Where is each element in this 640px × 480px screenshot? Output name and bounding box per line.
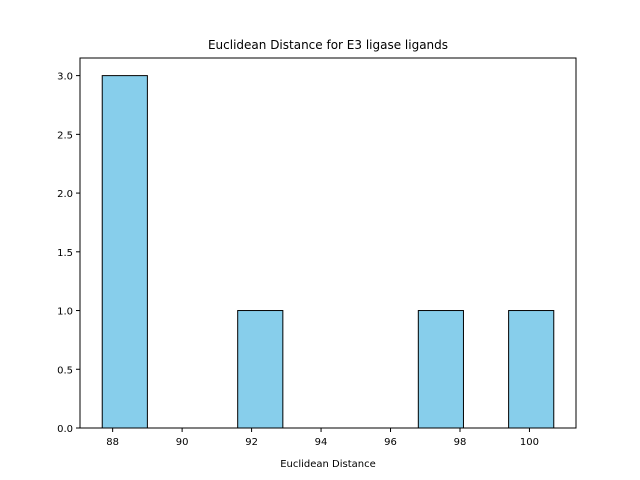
histogram-bar-0 (101, 75, 148, 429)
x-tick-label: 94 (315, 437, 328, 448)
y-tick-label: 0.0 (57, 424, 73, 435)
plot-frame (79, 57, 577, 429)
x-tick-label: 90 (176, 437, 189, 448)
histogram-bar-9 (508, 310, 555, 429)
x-tick-label: 100 (520, 437, 539, 448)
x-tick-label: 92 (245, 437, 258, 448)
ticks-layer: 88 90 92 94 96 98 100 0.0 0.5 1.0 1.5 2.0 2.5 3.0 (57, 72, 539, 448)
x-tick-label: 88 (106, 437, 119, 448)
x-tick-label: 96 (384, 437, 397, 448)
y-tick-label: 2.5 (57, 130, 73, 141)
x-tick-label: 98 (454, 437, 467, 448)
y-tick-label: 3.0 (57, 72, 73, 83)
y-tick-label: 1.5 (57, 248, 73, 259)
histogram-bar-3 (237, 310, 284, 429)
y-tick-label: 1.0 (57, 307, 73, 318)
bars-layer (101, 75, 555, 429)
y-tick-label: 0.5 (57, 365, 73, 376)
histogram-bar-7 (417, 310, 464, 429)
y-tick-label: 2.0 (57, 189, 73, 200)
chart-title: Euclidean Distance for E3 ligase ligands (208, 38, 448, 52)
x-axis-label: Euclidean Distance (280, 459, 376, 470)
